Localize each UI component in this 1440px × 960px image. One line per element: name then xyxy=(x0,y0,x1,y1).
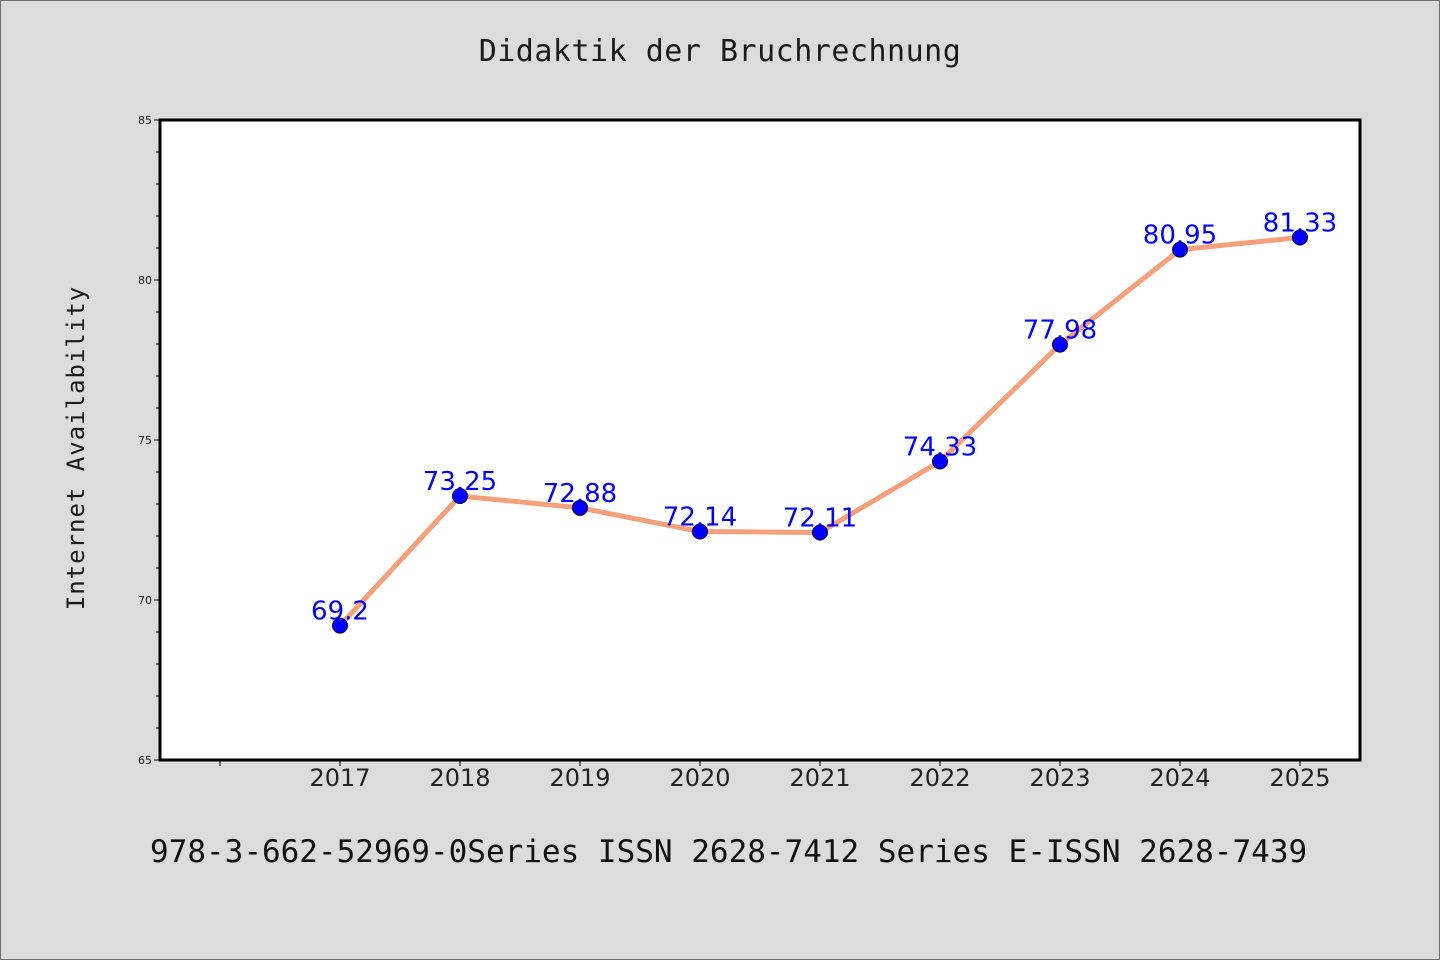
data-label: 81.33 xyxy=(1263,208,1337,238)
x-tick-label: 2024 xyxy=(1149,764,1210,792)
data-label: 80.95 xyxy=(1143,221,1217,251)
data-label: 74.33 xyxy=(903,432,977,462)
data-point xyxy=(1172,241,1188,258)
y-tick-label: 70 xyxy=(138,594,152,607)
series-group xyxy=(332,229,1308,634)
data-point xyxy=(452,488,468,504)
y-tick-label: 85 xyxy=(138,114,152,127)
x-tick-label: 2019 xyxy=(549,764,610,792)
chart-title: Didaktik der Bruchrechnung xyxy=(478,34,962,69)
x-tick-label: 2018 xyxy=(429,764,490,792)
data-point xyxy=(1292,229,1308,246)
x-tick-label: 2025 xyxy=(1269,764,1330,792)
data-point xyxy=(1052,336,1068,353)
x-axis: 2017 2018 2019 2020 2021 2022 2023 2024 2025 xyxy=(219,760,1331,792)
data-point xyxy=(812,524,828,541)
x-tick-label: 2017 xyxy=(309,764,370,792)
x-tick-label: 2021 xyxy=(789,764,850,792)
data-label: 72.14 xyxy=(663,503,737,533)
data-point xyxy=(572,499,588,516)
data-labels-group: 69.2 73.25 72.88 72.14 72.11 74.33 77.98 80.95 8… xyxy=(311,208,1337,626)
x-tick-label: 2020 xyxy=(669,764,730,792)
data-label: 73.25 xyxy=(423,467,497,497)
data-label: 72.11 xyxy=(783,503,857,533)
y-axis: 65 70 75 80 85 xyxy=(138,114,160,767)
footer-text: 978-3-662-52969-0Series ISSN 2628-7412 S… xyxy=(150,834,1308,870)
y-tick-label: 80 xyxy=(138,274,152,287)
plot-area xyxy=(158,118,1362,762)
x-tick-label: 2022 xyxy=(909,764,970,792)
y-tick-label: 75 xyxy=(138,434,152,447)
data-label: 77.98 xyxy=(1023,316,1097,346)
x-tick-label: 2023 xyxy=(1029,764,1090,792)
data-point xyxy=(932,453,948,470)
data-point xyxy=(332,617,348,634)
y-tick-label: 65 xyxy=(138,754,152,767)
data-label: 69.2 xyxy=(311,597,369,627)
data-point xyxy=(692,523,708,540)
data-label: 72.88 xyxy=(543,479,617,509)
